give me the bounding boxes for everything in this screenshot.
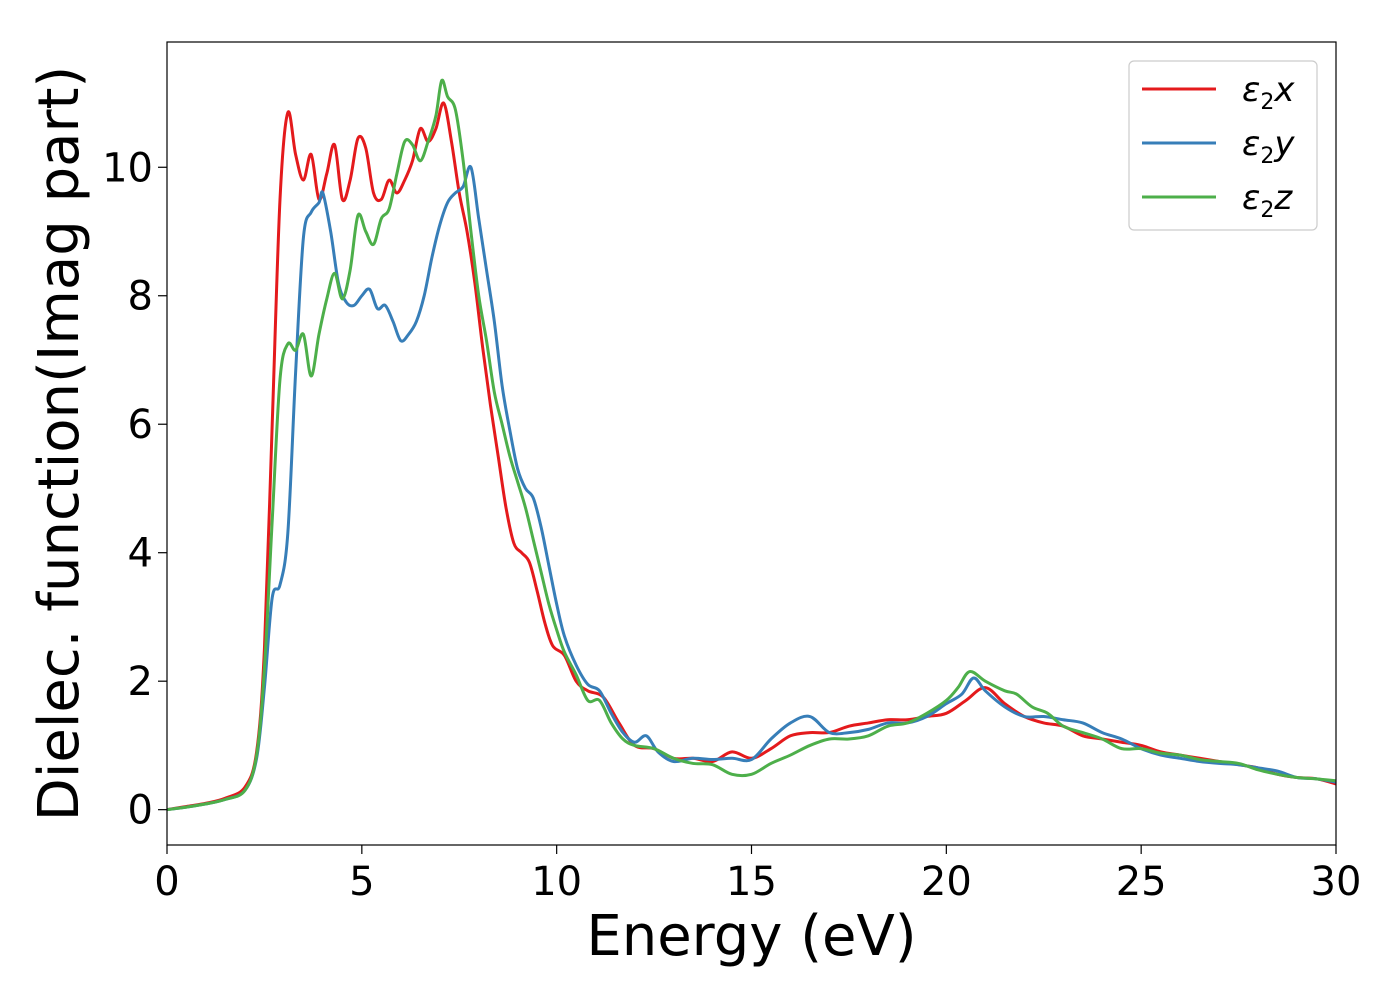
x-axis-label: Energy (eV) [586, 904, 916, 969]
y-tick-label: 8 [128, 274, 153, 320]
x-tick-label: 30 [1311, 859, 1362, 905]
legend-box [1128, 60, 1318, 231]
y-tick-label: 2 [128, 659, 153, 705]
series-line-x [167, 101, 1336, 812]
x-tick-label: 20 [921, 859, 972, 905]
series-line-y [167, 164, 1336, 812]
series-line-z [167, 78, 1336, 812]
y-tick-label: 4 [128, 531, 153, 577]
y-tick-label: 0 [128, 788, 153, 834]
x-tick-label: 0 [154, 859, 179, 905]
y-tick-label: 10 [102, 145, 153, 191]
x-tick-label: 10 [531, 859, 582, 905]
y-tick-label: 6 [128, 402, 153, 448]
x-tick-label: 5 [349, 859, 374, 905]
y-axis-ticks: 0 2 4 6 8 10 [102, 145, 167, 834]
legend-label-x: ε2x [1242, 70, 1295, 115]
legend-label-y: ε2y [1242, 124, 1295, 169]
legend-label-z: ε2z [1242, 178, 1293, 223]
x-tick-label: 25 [1116, 859, 1167, 905]
series-lines [167, 78, 1336, 812]
legend: ε2x ε2y ε2z [1128, 60, 1318, 231]
x-tick-label: 15 [726, 859, 777, 905]
y-axis-label: Dielec. function(Imag part) [27, 66, 92, 822]
x-axis-ticks: 0 5 10 15 20 25 30 [154, 845, 1361, 905]
